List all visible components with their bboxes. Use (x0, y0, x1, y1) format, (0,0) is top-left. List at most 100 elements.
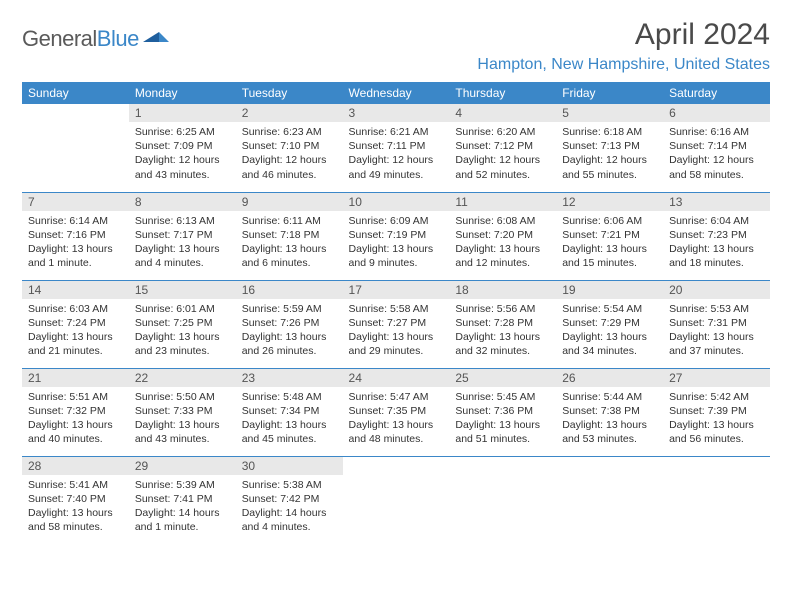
daylight-text: Daylight: 13 hours and 58 minutes. (28, 506, 123, 534)
day-number: 14 (22, 281, 129, 299)
day-cell (343, 456, 450, 544)
day-cell: 25Sunrise: 5:45 AMSunset: 7:36 PMDayligh… (449, 368, 556, 456)
day-number: 3 (343, 104, 450, 122)
day-cell (449, 456, 556, 544)
week-row: 1Sunrise: 6:25 AMSunset: 7:09 PMDaylight… (22, 104, 770, 192)
day-body: Sunrise: 5:44 AMSunset: 7:38 PMDaylight:… (556, 387, 663, 451)
day-cell: 21Sunrise: 5:51 AMSunset: 7:32 PMDayligh… (22, 368, 129, 456)
day-cell (22, 104, 129, 192)
sunrise-text: Sunrise: 6:21 AM (349, 125, 444, 139)
sunrise-text: Sunrise: 5:50 AM (135, 390, 230, 404)
day-cell: 30Sunrise: 5:38 AMSunset: 7:42 PMDayligh… (236, 456, 343, 544)
sunrise-text: Sunrise: 6:16 AM (669, 125, 764, 139)
day-cell: 22Sunrise: 5:50 AMSunset: 7:33 PMDayligh… (129, 368, 236, 456)
day-cell: 14Sunrise: 6:03 AMSunset: 7:24 PMDayligh… (22, 280, 129, 368)
day-body: Sunrise: 5:41 AMSunset: 7:40 PMDaylight:… (22, 475, 129, 539)
daylight-text: Daylight: 14 hours and 4 minutes. (242, 506, 337, 534)
logo-part2: Blue (97, 26, 139, 51)
sunset-text: Sunset: 7:20 PM (455, 228, 550, 242)
day-number: 25 (449, 369, 556, 387)
sunrise-text: Sunrise: 5:53 AM (669, 302, 764, 316)
sunset-text: Sunset: 7:12 PM (455, 139, 550, 153)
sunrise-text: Sunrise: 5:44 AM (562, 390, 657, 404)
daylight-text: Daylight: 12 hours and 55 minutes. (562, 153, 657, 181)
week-row: 28Sunrise: 5:41 AMSunset: 7:40 PMDayligh… (22, 456, 770, 544)
day-number: 17 (343, 281, 450, 299)
day-number: 16 (236, 281, 343, 299)
sunrise-text: Sunrise: 5:41 AM (28, 478, 123, 492)
day-cell: 24Sunrise: 5:47 AMSunset: 7:35 PMDayligh… (343, 368, 450, 456)
day-cell: 26Sunrise: 5:44 AMSunset: 7:38 PMDayligh… (556, 368, 663, 456)
daylight-text: Daylight: 14 hours and 1 minute. (135, 506, 230, 534)
sunrise-text: Sunrise: 6:25 AM (135, 125, 230, 139)
sunrise-text: Sunrise: 6:01 AM (135, 302, 230, 316)
sunrise-text: Sunrise: 5:45 AM (455, 390, 550, 404)
sunset-text: Sunset: 7:34 PM (242, 404, 337, 418)
sunset-text: Sunset: 7:31 PM (669, 316, 764, 330)
day-body: Sunrise: 6:06 AMSunset: 7:21 PMDaylight:… (556, 211, 663, 275)
day-cell: 3Sunrise: 6:21 AMSunset: 7:11 PMDaylight… (343, 104, 450, 192)
day-cell: 9Sunrise: 6:11 AMSunset: 7:18 PMDaylight… (236, 192, 343, 280)
sunset-text: Sunset: 7:21 PM (562, 228, 657, 242)
sunset-text: Sunset: 7:25 PM (135, 316, 230, 330)
sunset-text: Sunset: 7:11 PM (349, 139, 444, 153)
title-block: April 2024 Hampton, New Hampshire, Unite… (477, 18, 770, 74)
sunset-text: Sunset: 7:24 PM (28, 316, 123, 330)
daylight-text: Daylight: 13 hours and 56 minutes. (669, 418, 764, 446)
sunrise-text: Sunrise: 5:38 AM (242, 478, 337, 492)
sunrise-text: Sunrise: 6:08 AM (455, 214, 550, 228)
daylight-text: Daylight: 13 hours and 53 minutes. (562, 418, 657, 446)
day-body: Sunrise: 6:11 AMSunset: 7:18 PMDaylight:… (236, 211, 343, 275)
day-number: 1 (129, 104, 236, 122)
day-body: Sunrise: 6:04 AMSunset: 7:23 PMDaylight:… (663, 211, 770, 275)
month-title: April 2024 (477, 18, 770, 52)
daylight-text: Daylight: 13 hours and 6 minutes. (242, 242, 337, 270)
day-body: Sunrise: 5:58 AMSunset: 7:27 PMDaylight:… (343, 299, 450, 363)
day-number: 15 (129, 281, 236, 299)
day-cell: 11Sunrise: 6:08 AMSunset: 7:20 PMDayligh… (449, 192, 556, 280)
sunset-text: Sunset: 7:35 PM (349, 404, 444, 418)
sunrise-text: Sunrise: 5:47 AM (349, 390, 444, 404)
daylight-text: Daylight: 13 hours and 34 minutes. (562, 330, 657, 358)
day-body: Sunrise: 6:08 AMSunset: 7:20 PMDaylight:… (449, 211, 556, 275)
daylight-text: Daylight: 13 hours and 29 minutes. (349, 330, 444, 358)
day-body: Sunrise: 6:01 AMSunset: 7:25 PMDaylight:… (129, 299, 236, 363)
daylight-text: Daylight: 13 hours and 48 minutes. (349, 418, 444, 446)
sunrise-text: Sunrise: 6:20 AM (455, 125, 550, 139)
logo: GeneralBlue (22, 26, 169, 52)
calendar: Sunday Monday Tuesday Wednesday Thursday… (22, 82, 770, 544)
sunset-text: Sunset: 7:27 PM (349, 316, 444, 330)
day-body: Sunrise: 5:39 AMSunset: 7:41 PMDaylight:… (129, 475, 236, 539)
week-row: 21Sunrise: 5:51 AMSunset: 7:32 PMDayligh… (22, 368, 770, 456)
daylight-text: Daylight: 13 hours and 23 minutes. (135, 330, 230, 358)
daylight-text: Daylight: 13 hours and 32 minutes. (455, 330, 550, 358)
sunset-text: Sunset: 7:41 PM (135, 492, 230, 506)
day-number: 23 (236, 369, 343, 387)
day-cell: 27Sunrise: 5:42 AMSunset: 7:39 PMDayligh… (663, 368, 770, 456)
sunset-text: Sunset: 7:42 PM (242, 492, 337, 506)
col-monday: Monday (129, 82, 236, 104)
sunset-text: Sunset: 7:13 PM (562, 139, 657, 153)
sunset-text: Sunset: 7:10 PM (242, 139, 337, 153)
sunset-text: Sunset: 7:19 PM (349, 228, 444, 242)
day-number: 12 (556, 193, 663, 211)
col-saturday: Saturday (663, 82, 770, 104)
sunset-text: Sunset: 7:14 PM (669, 139, 764, 153)
sunrise-text: Sunrise: 5:56 AM (455, 302, 550, 316)
day-body: Sunrise: 6:09 AMSunset: 7:19 PMDaylight:… (343, 211, 450, 275)
day-body: Sunrise: 6:20 AMSunset: 7:12 PMDaylight:… (449, 122, 556, 186)
day-number: 10 (343, 193, 450, 211)
day-number: 29 (129, 457, 236, 475)
day-number: 11 (449, 193, 556, 211)
day-cell: 18Sunrise: 5:56 AMSunset: 7:28 PMDayligh… (449, 280, 556, 368)
sunrise-text: Sunrise: 5:42 AM (669, 390, 764, 404)
col-wednesday: Wednesday (343, 82, 450, 104)
daylight-text: Daylight: 12 hours and 43 minutes. (135, 153, 230, 181)
day-cell: 2Sunrise: 6:23 AMSunset: 7:10 PMDaylight… (236, 104, 343, 192)
day-body: Sunrise: 6:16 AMSunset: 7:14 PMDaylight:… (663, 122, 770, 186)
day-number: 21 (22, 369, 129, 387)
day-body: Sunrise: 5:54 AMSunset: 7:29 PMDaylight:… (556, 299, 663, 363)
weekday-header-row: Sunday Monday Tuesday Wednesday Thursday… (22, 82, 770, 104)
day-number: 9 (236, 193, 343, 211)
day-number: 8 (129, 193, 236, 211)
